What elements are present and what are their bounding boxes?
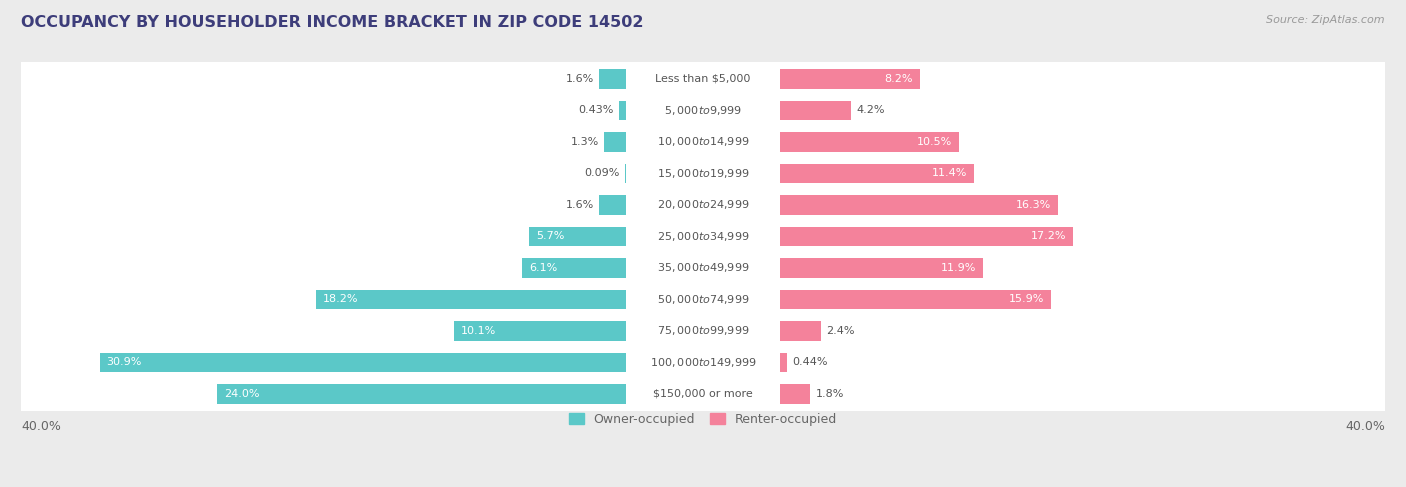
Bar — [21, 314, 1385, 348]
Bar — [780, 321, 821, 341]
Bar — [21, 376, 1385, 411]
Bar — [624, 164, 626, 183]
Text: $25,000 to $34,999: $25,000 to $34,999 — [657, 230, 749, 243]
Text: 0.43%: 0.43% — [578, 105, 614, 115]
Text: 40.0%: 40.0% — [21, 420, 60, 433]
Bar — [21, 282, 1385, 317]
Text: 4.2%: 4.2% — [856, 105, 884, 115]
Bar — [780, 290, 1050, 309]
Text: $5,000 to $9,999: $5,000 to $9,999 — [664, 104, 742, 117]
Text: 24.0%: 24.0% — [224, 389, 260, 399]
Text: 0.44%: 0.44% — [793, 357, 828, 367]
Bar — [780, 384, 810, 404]
Text: 2.4%: 2.4% — [825, 326, 855, 336]
Bar — [21, 61, 1385, 96]
Bar — [21, 345, 1385, 380]
Bar — [599, 69, 626, 89]
Bar — [522, 258, 626, 278]
Bar — [217, 384, 626, 404]
Text: $10,000 to $14,999: $10,000 to $14,999 — [657, 135, 749, 149]
Text: 11.4%: 11.4% — [932, 169, 967, 178]
Bar — [21, 251, 1385, 285]
Text: 17.2%: 17.2% — [1031, 231, 1066, 242]
Bar — [780, 69, 920, 89]
Text: 1.6%: 1.6% — [565, 74, 593, 84]
Bar — [605, 132, 626, 151]
Text: $35,000 to $49,999: $35,000 to $49,999 — [657, 262, 749, 274]
Bar — [21, 156, 1385, 191]
Text: $15,000 to $19,999: $15,000 to $19,999 — [657, 167, 749, 180]
Text: Source: ZipAtlas.com: Source: ZipAtlas.com — [1267, 15, 1385, 25]
Bar — [780, 195, 1057, 215]
Bar — [780, 101, 851, 120]
Bar — [619, 101, 626, 120]
Text: 16.3%: 16.3% — [1015, 200, 1050, 210]
Bar — [780, 164, 974, 183]
Legend: Owner-occupied, Renter-occupied: Owner-occupied, Renter-occupied — [568, 413, 838, 426]
Text: 6.1%: 6.1% — [529, 263, 557, 273]
Text: $150,000 or more: $150,000 or more — [654, 389, 752, 399]
Bar — [21, 125, 1385, 159]
Text: 40.0%: 40.0% — [1346, 420, 1385, 433]
Bar — [780, 132, 959, 151]
Text: 1.6%: 1.6% — [565, 200, 593, 210]
Text: 1.8%: 1.8% — [815, 389, 844, 399]
Bar — [21, 187, 1385, 222]
Bar — [780, 226, 1073, 246]
Bar — [316, 290, 626, 309]
Text: $20,000 to $24,999: $20,000 to $24,999 — [657, 198, 749, 211]
Text: 8.2%: 8.2% — [884, 74, 912, 84]
Text: 0.09%: 0.09% — [585, 169, 620, 178]
Text: OCCUPANCY BY HOUSEHOLDER INCOME BRACKET IN ZIP CODE 14502: OCCUPANCY BY HOUSEHOLDER INCOME BRACKET … — [21, 15, 644, 30]
Text: 11.9%: 11.9% — [941, 263, 976, 273]
Text: 30.9%: 30.9% — [107, 357, 142, 367]
Text: Less than $5,000: Less than $5,000 — [655, 74, 751, 84]
Text: 1.3%: 1.3% — [571, 137, 599, 147]
Bar — [780, 258, 983, 278]
Text: 5.7%: 5.7% — [536, 231, 564, 242]
Text: 15.9%: 15.9% — [1008, 295, 1045, 304]
Bar — [100, 353, 626, 372]
Bar — [21, 93, 1385, 128]
Text: 10.1%: 10.1% — [461, 326, 496, 336]
Bar — [780, 353, 787, 372]
Bar — [454, 321, 626, 341]
Text: 18.2%: 18.2% — [323, 295, 359, 304]
Bar — [21, 219, 1385, 254]
Bar — [529, 226, 626, 246]
Text: $50,000 to $74,999: $50,000 to $74,999 — [657, 293, 749, 306]
Text: $100,000 to $149,999: $100,000 to $149,999 — [650, 356, 756, 369]
Text: $75,000 to $99,999: $75,000 to $99,999 — [657, 324, 749, 337]
Text: 10.5%: 10.5% — [917, 137, 952, 147]
Bar — [599, 195, 626, 215]
